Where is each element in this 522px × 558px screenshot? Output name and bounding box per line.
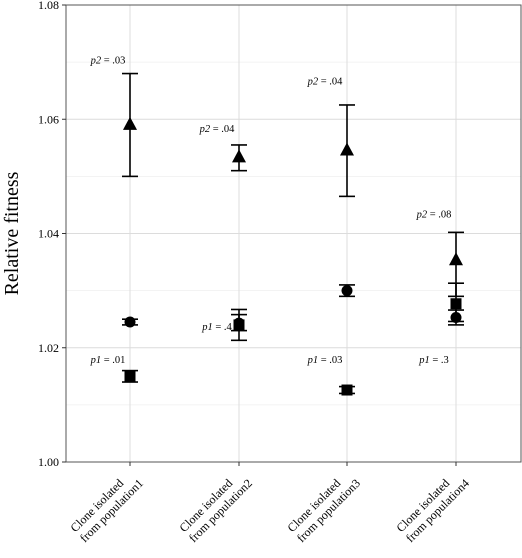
p-value-annotation: p2 = .04	[307, 76, 344, 87]
p-symbol: p1	[201, 322, 213, 333]
p-symbol: p2	[307, 76, 319, 87]
p-value-annotation: p1 = .01	[90, 355, 126, 366]
square-point	[124, 370, 136, 382]
p-value: = .03	[318, 355, 342, 366]
p-value-annotation: p1 = .3	[418, 355, 449, 366]
p-value-annotation: p1 = .03	[307, 355, 343, 366]
triangle-point	[232, 149, 246, 163]
p-value: = .03	[101, 55, 125, 66]
p-value-annotation: p1 = .4	[201, 322, 232, 333]
triangle-point	[340, 142, 354, 156]
p-symbol: p1	[307, 355, 319, 366]
p-symbol: p1	[418, 355, 430, 366]
square-point	[450, 298, 462, 310]
p-symbol: p1	[90, 355, 102, 366]
p-value-annotation: p2 = .08	[416, 210, 452, 221]
square-point	[233, 319, 245, 331]
x-tick-label: Clone isolatedfrom population3	[284, 466, 363, 545]
data-layer	[122, 72, 464, 396]
p-value-annotation: p2 = .03	[90, 55, 126, 66]
p-value: = .08	[427, 210, 451, 221]
x-tick-label: Clone isolatedfrom population1	[67, 466, 146, 545]
p-value: = .04	[210, 124, 235, 135]
x-tick-label: Clone isolatedfrom population4	[393, 466, 472, 545]
x-tick-label: Clone isolatedfrom population2	[176, 466, 255, 545]
circle-point	[124, 316, 136, 328]
p-symbol: p2	[90, 55, 102, 66]
y-tick-label: 1.02	[38, 341, 59, 355]
p-value: = .4	[213, 322, 233, 333]
p-symbol: p2	[416, 210, 428, 221]
y-tick-label: 1.04	[38, 227, 59, 241]
y-tick-label: 1.00	[38, 455, 59, 469]
y-tick-label: 1.06	[38, 112, 59, 126]
p-value: = .01	[101, 355, 125, 366]
p-value: = .04	[318, 76, 343, 87]
p-value-annotation: p2 = .04	[199, 124, 236, 135]
triangle-point	[123, 116, 137, 130]
y-tick-label: 1.08	[38, 0, 59, 12]
x-axis: Clone isolatedfrom population1 Clone isol…	[67, 462, 472, 545]
p-value: = .3	[430, 355, 449, 366]
triangle-point	[449, 252, 463, 266]
y-axis: 1.00 1.02 1.04 1.06 1.08	[38, 0, 66, 469]
y-axis-label: Relative fitness	[1, 171, 23, 295]
p-symbol: p2	[199, 124, 211, 135]
square-point	[341, 384, 353, 396]
circle-point	[341, 285, 353, 297]
